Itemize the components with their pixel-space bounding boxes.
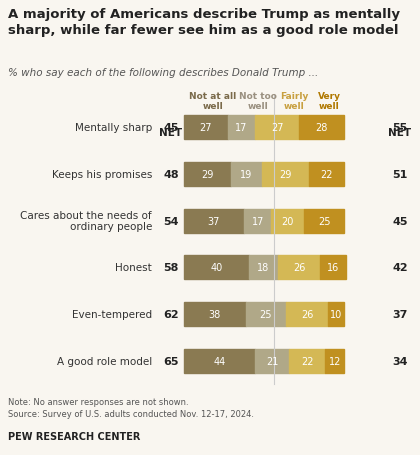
Text: 19: 19 (240, 170, 252, 180)
Text: 48: 48 (163, 170, 179, 180)
FancyBboxPatch shape (231, 162, 262, 187)
Text: 21: 21 (266, 356, 278, 366)
FancyBboxPatch shape (184, 209, 244, 233)
Text: A good role model: A good role model (57, 356, 152, 366)
Text: Fairly
well: Fairly well (280, 92, 308, 111)
Text: 37: 37 (208, 216, 220, 226)
Text: 62: 62 (163, 309, 179, 319)
Text: 29: 29 (201, 170, 214, 180)
Text: 65: 65 (163, 356, 179, 366)
Text: 45: 45 (163, 123, 179, 133)
Text: 40: 40 (210, 263, 223, 273)
FancyBboxPatch shape (184, 349, 255, 373)
Text: 58: 58 (163, 263, 178, 273)
FancyBboxPatch shape (184, 256, 249, 280)
Text: 26: 26 (301, 309, 313, 319)
Text: 12: 12 (328, 356, 341, 366)
Text: 10: 10 (330, 309, 342, 319)
Text: 29: 29 (279, 170, 291, 180)
Text: PEW RESEARCH CENTER: PEW RESEARCH CENTER (8, 431, 140, 441)
Text: 20: 20 (281, 216, 294, 226)
Text: 26: 26 (293, 263, 305, 273)
Text: Even-tempered: Even-tempered (72, 309, 152, 319)
FancyBboxPatch shape (299, 116, 344, 140)
Text: 54: 54 (163, 216, 179, 226)
Text: 25: 25 (260, 309, 272, 319)
FancyBboxPatch shape (184, 162, 231, 187)
Text: 45: 45 (392, 216, 408, 226)
FancyBboxPatch shape (255, 349, 289, 373)
FancyBboxPatch shape (184, 116, 228, 140)
Text: NET: NET (160, 128, 183, 138)
Text: 27: 27 (200, 123, 212, 133)
Text: 37: 37 (392, 309, 408, 319)
Text: 16: 16 (327, 263, 339, 273)
FancyBboxPatch shape (320, 256, 346, 280)
Text: 38: 38 (209, 309, 221, 319)
Text: 27: 27 (271, 123, 284, 133)
FancyBboxPatch shape (246, 302, 286, 326)
Text: 51: 51 (392, 170, 408, 180)
Text: NET: NET (388, 128, 412, 138)
Text: 28: 28 (315, 123, 328, 133)
FancyBboxPatch shape (244, 209, 271, 233)
Text: Honest: Honest (115, 263, 152, 273)
Text: A majority of Americans describe Trump as mentally
sharp, while far fewer see hi: A majority of Americans describe Trump a… (8, 8, 400, 37)
FancyBboxPatch shape (228, 116, 255, 140)
Text: Very
well: Very well (318, 92, 341, 111)
FancyBboxPatch shape (262, 162, 309, 187)
Text: Not too
well: Not too well (239, 92, 277, 111)
Text: 44: 44 (213, 356, 226, 366)
FancyBboxPatch shape (325, 349, 344, 373)
Text: Keeps his promises: Keeps his promises (52, 170, 152, 180)
FancyBboxPatch shape (304, 209, 344, 233)
FancyBboxPatch shape (255, 116, 299, 140)
FancyBboxPatch shape (278, 256, 320, 280)
Text: 17: 17 (252, 216, 264, 226)
Text: % who say each of the following describes Donald Trump ...: % who say each of the following describe… (8, 68, 318, 78)
Text: Not at all
well: Not at all well (189, 92, 236, 111)
Text: 34: 34 (392, 356, 408, 366)
Text: Cares about the needs of
ordinary people: Cares about the needs of ordinary people (21, 210, 152, 232)
Text: 42: 42 (392, 263, 408, 273)
FancyBboxPatch shape (289, 349, 325, 373)
Text: 18: 18 (257, 263, 270, 273)
Text: Note: No answer responses are not shown.
Source: Survey of U.S. adults conducted: Note: No answer responses are not shown.… (8, 397, 254, 418)
FancyBboxPatch shape (271, 209, 304, 233)
FancyBboxPatch shape (328, 302, 344, 326)
Text: 22: 22 (320, 170, 333, 180)
FancyBboxPatch shape (286, 302, 328, 326)
FancyBboxPatch shape (249, 256, 278, 280)
Text: 25: 25 (318, 216, 331, 226)
Text: 17: 17 (235, 123, 248, 133)
FancyBboxPatch shape (184, 302, 246, 326)
Text: 55: 55 (392, 123, 408, 133)
Text: Mentally sharp: Mentally sharp (75, 123, 152, 133)
FancyBboxPatch shape (309, 162, 344, 187)
Text: 22: 22 (301, 356, 313, 366)
